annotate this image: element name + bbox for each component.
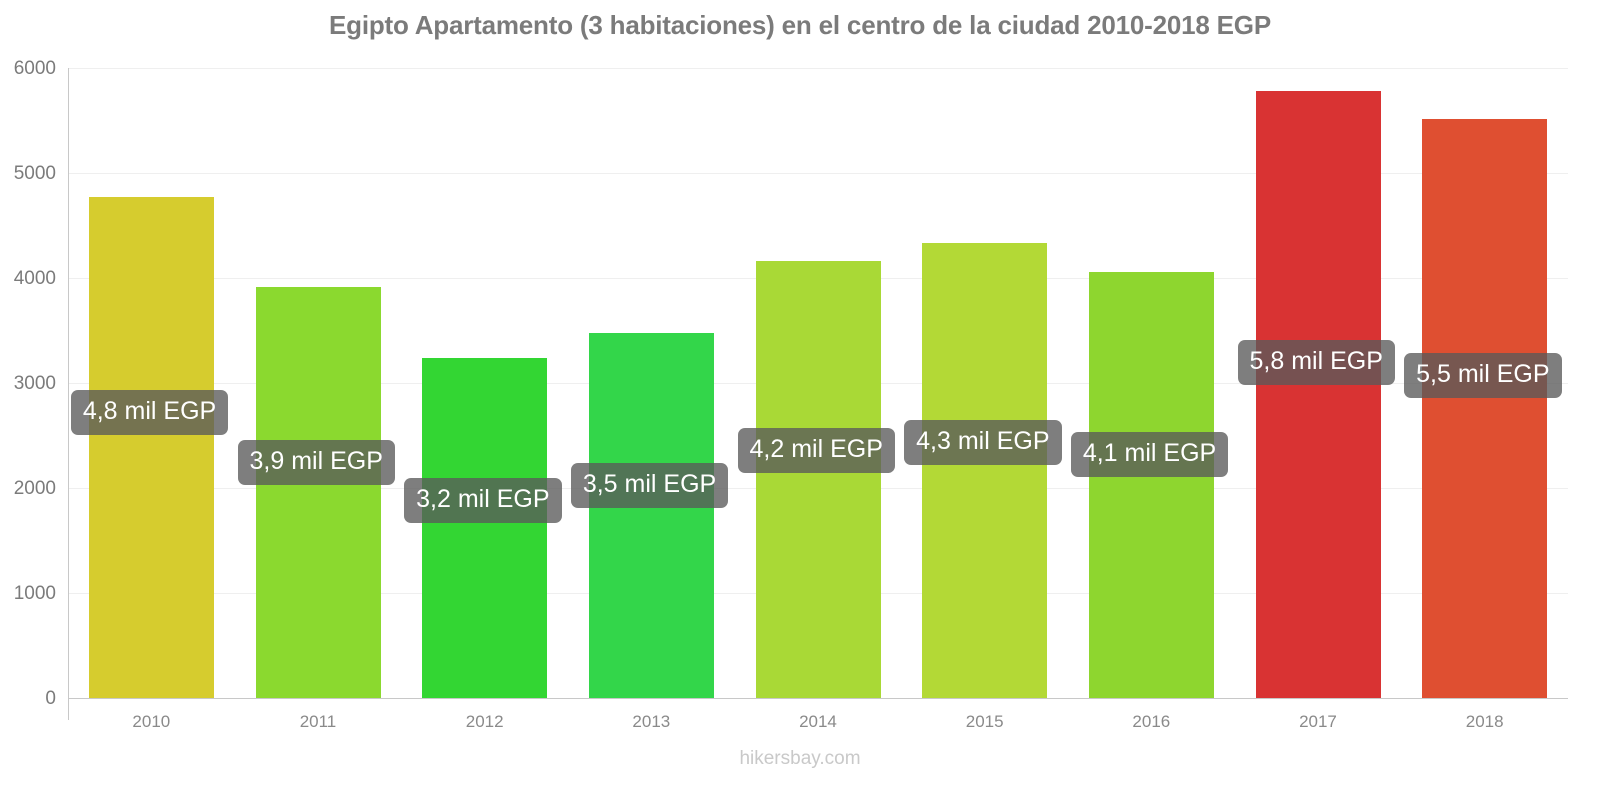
- y-axis-line: [68, 68, 69, 700]
- bar-2010[interactable]: [88, 197, 214, 698]
- footer-credit: hikersbay.com: [739, 748, 861, 769]
- y-axis-tick-label: 3000: [13, 373, 56, 394]
- x-axis-tick-label-2014: 2014: [799, 712, 837, 731]
- x-axis-tick-label-2012: 2012: [465, 712, 504, 731]
- y-axis-tick-label: 1000: [13, 583, 56, 604]
- bar-2018[interactable]: [1422, 119, 1548, 698]
- bar-2014[interactable]: [755, 261, 881, 698]
- y-axis-tick-label: 6000: [13, 58, 56, 79]
- x-axis-tick-label-2013: 2013: [632, 712, 671, 731]
- bar-value-label-2010: 4,8 mil EGP: [70, 390, 229, 435]
- gridline: [68, 68, 1568, 69]
- bar-value-label-2018: 5,5 mil EGP: [1404, 353, 1562, 398]
- x-axis-tick-label-2018: 2018: [1465, 712, 1504, 731]
- bar-value-label-2011: 3,9 mil EGP: [237, 440, 395, 485]
- bar-2013[interactable]: [588, 332, 714, 698]
- y-axis-tick-label: 5000: [13, 163, 56, 184]
- bar-2017[interactable]: [1255, 91, 1381, 698]
- x-axis-origin-tick: [68, 698, 69, 720]
- bar-value-label-2017: 5,8 mil EGP: [1237, 340, 1395, 385]
- plot-area: [68, 68, 1568, 699]
- x-axis-tick-label-2017: 2017: [1299, 712, 1337, 731]
- x-axis-line: [68, 698, 1568, 699]
- y-axis-tick-label: 4000: [13, 268, 56, 289]
- bar-value-label-2015: 4,3 mil EGP: [904, 420, 1062, 465]
- bar-value-label-2012: 3,2 mil EGP: [404, 478, 562, 523]
- gridline: [68, 173, 1568, 174]
- bar-2011[interactable]: [255, 287, 381, 698]
- bar-value-label-2016: 4,1 mil EGP: [1070, 432, 1229, 477]
- bar-2012[interactable]: [422, 357, 548, 698]
- y-axis-tick-label: 2000: [13, 478, 56, 499]
- x-axis-tick-label-2016: 2016: [1132, 712, 1171, 731]
- bar-value-label-2014: 4,2 mil EGP: [737, 428, 895, 473]
- chart-title: Egipto Apartamento (3 habitaciones) en e…: [329, 10, 1271, 40]
- x-axis-tick-label-2011: 2011: [299, 712, 337, 731]
- x-axis-tick-label-2015: 2015: [965, 712, 1004, 731]
- bar-2016[interactable]: [1088, 271, 1214, 698]
- bar-value-label-2013: 3,5 mil EGP: [570, 463, 729, 508]
- y-axis-tick-label: 0: [45, 688, 56, 709]
- bar-2015[interactable]: [922, 243, 1048, 698]
- x-axis-tick-label-2010: 2010: [132, 712, 171, 731]
